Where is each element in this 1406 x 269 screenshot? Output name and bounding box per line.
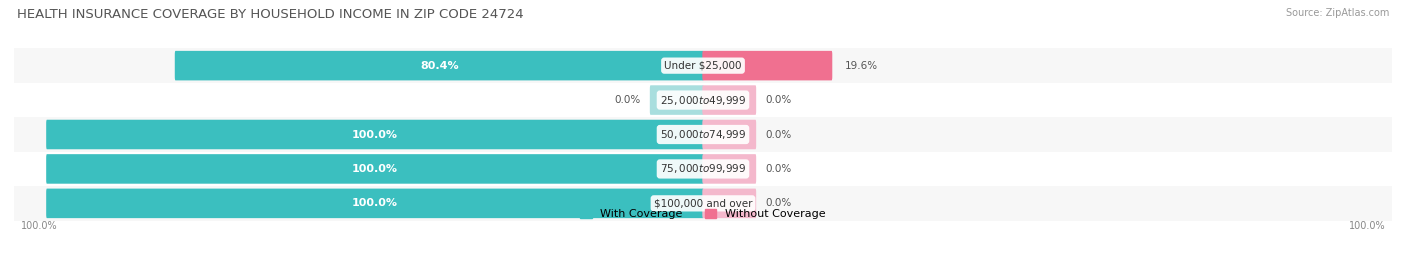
Text: 0.0%: 0.0%: [765, 95, 792, 105]
Bar: [14, 48, 1392, 83]
Bar: [14, 117, 1392, 152]
Text: HEALTH INSURANCE COVERAGE BY HOUSEHOLD INCOME IN ZIP CODE 24724: HEALTH INSURANCE COVERAGE BY HOUSEHOLD I…: [17, 8, 523, 21]
Bar: [14, 83, 1392, 117]
Text: 100.0%: 100.0%: [352, 129, 398, 140]
Text: 0.0%: 0.0%: [765, 164, 792, 174]
FancyBboxPatch shape: [703, 154, 756, 184]
Text: Source: ZipAtlas.com: Source: ZipAtlas.com: [1285, 8, 1389, 18]
Text: 0.0%: 0.0%: [765, 129, 792, 140]
FancyBboxPatch shape: [46, 154, 703, 184]
Text: 80.4%: 80.4%: [420, 61, 458, 71]
Text: 100.0%: 100.0%: [352, 164, 398, 174]
FancyBboxPatch shape: [703, 85, 756, 115]
Bar: [14, 152, 1392, 186]
Text: $100,000 and over: $100,000 and over: [654, 198, 752, 208]
Text: 100.0%: 100.0%: [1348, 221, 1385, 231]
FancyBboxPatch shape: [703, 189, 756, 218]
Text: 100.0%: 100.0%: [21, 221, 58, 231]
Text: $75,000 to $99,999: $75,000 to $99,999: [659, 162, 747, 175]
FancyBboxPatch shape: [174, 51, 703, 80]
Text: 100.0%: 100.0%: [352, 198, 398, 208]
FancyBboxPatch shape: [46, 120, 703, 149]
FancyBboxPatch shape: [703, 120, 756, 149]
Text: $25,000 to $49,999: $25,000 to $49,999: [659, 94, 747, 107]
FancyBboxPatch shape: [650, 85, 703, 115]
Text: 0.0%: 0.0%: [614, 95, 641, 105]
FancyBboxPatch shape: [703, 51, 832, 80]
Text: 19.6%: 19.6%: [845, 61, 877, 71]
Bar: [14, 186, 1392, 221]
Text: $50,000 to $74,999: $50,000 to $74,999: [659, 128, 747, 141]
Text: 0.0%: 0.0%: [765, 198, 792, 208]
Legend: With Coverage, Without Coverage: With Coverage, Without Coverage: [576, 205, 830, 224]
FancyBboxPatch shape: [46, 189, 703, 218]
Text: Under $25,000: Under $25,000: [664, 61, 742, 71]
